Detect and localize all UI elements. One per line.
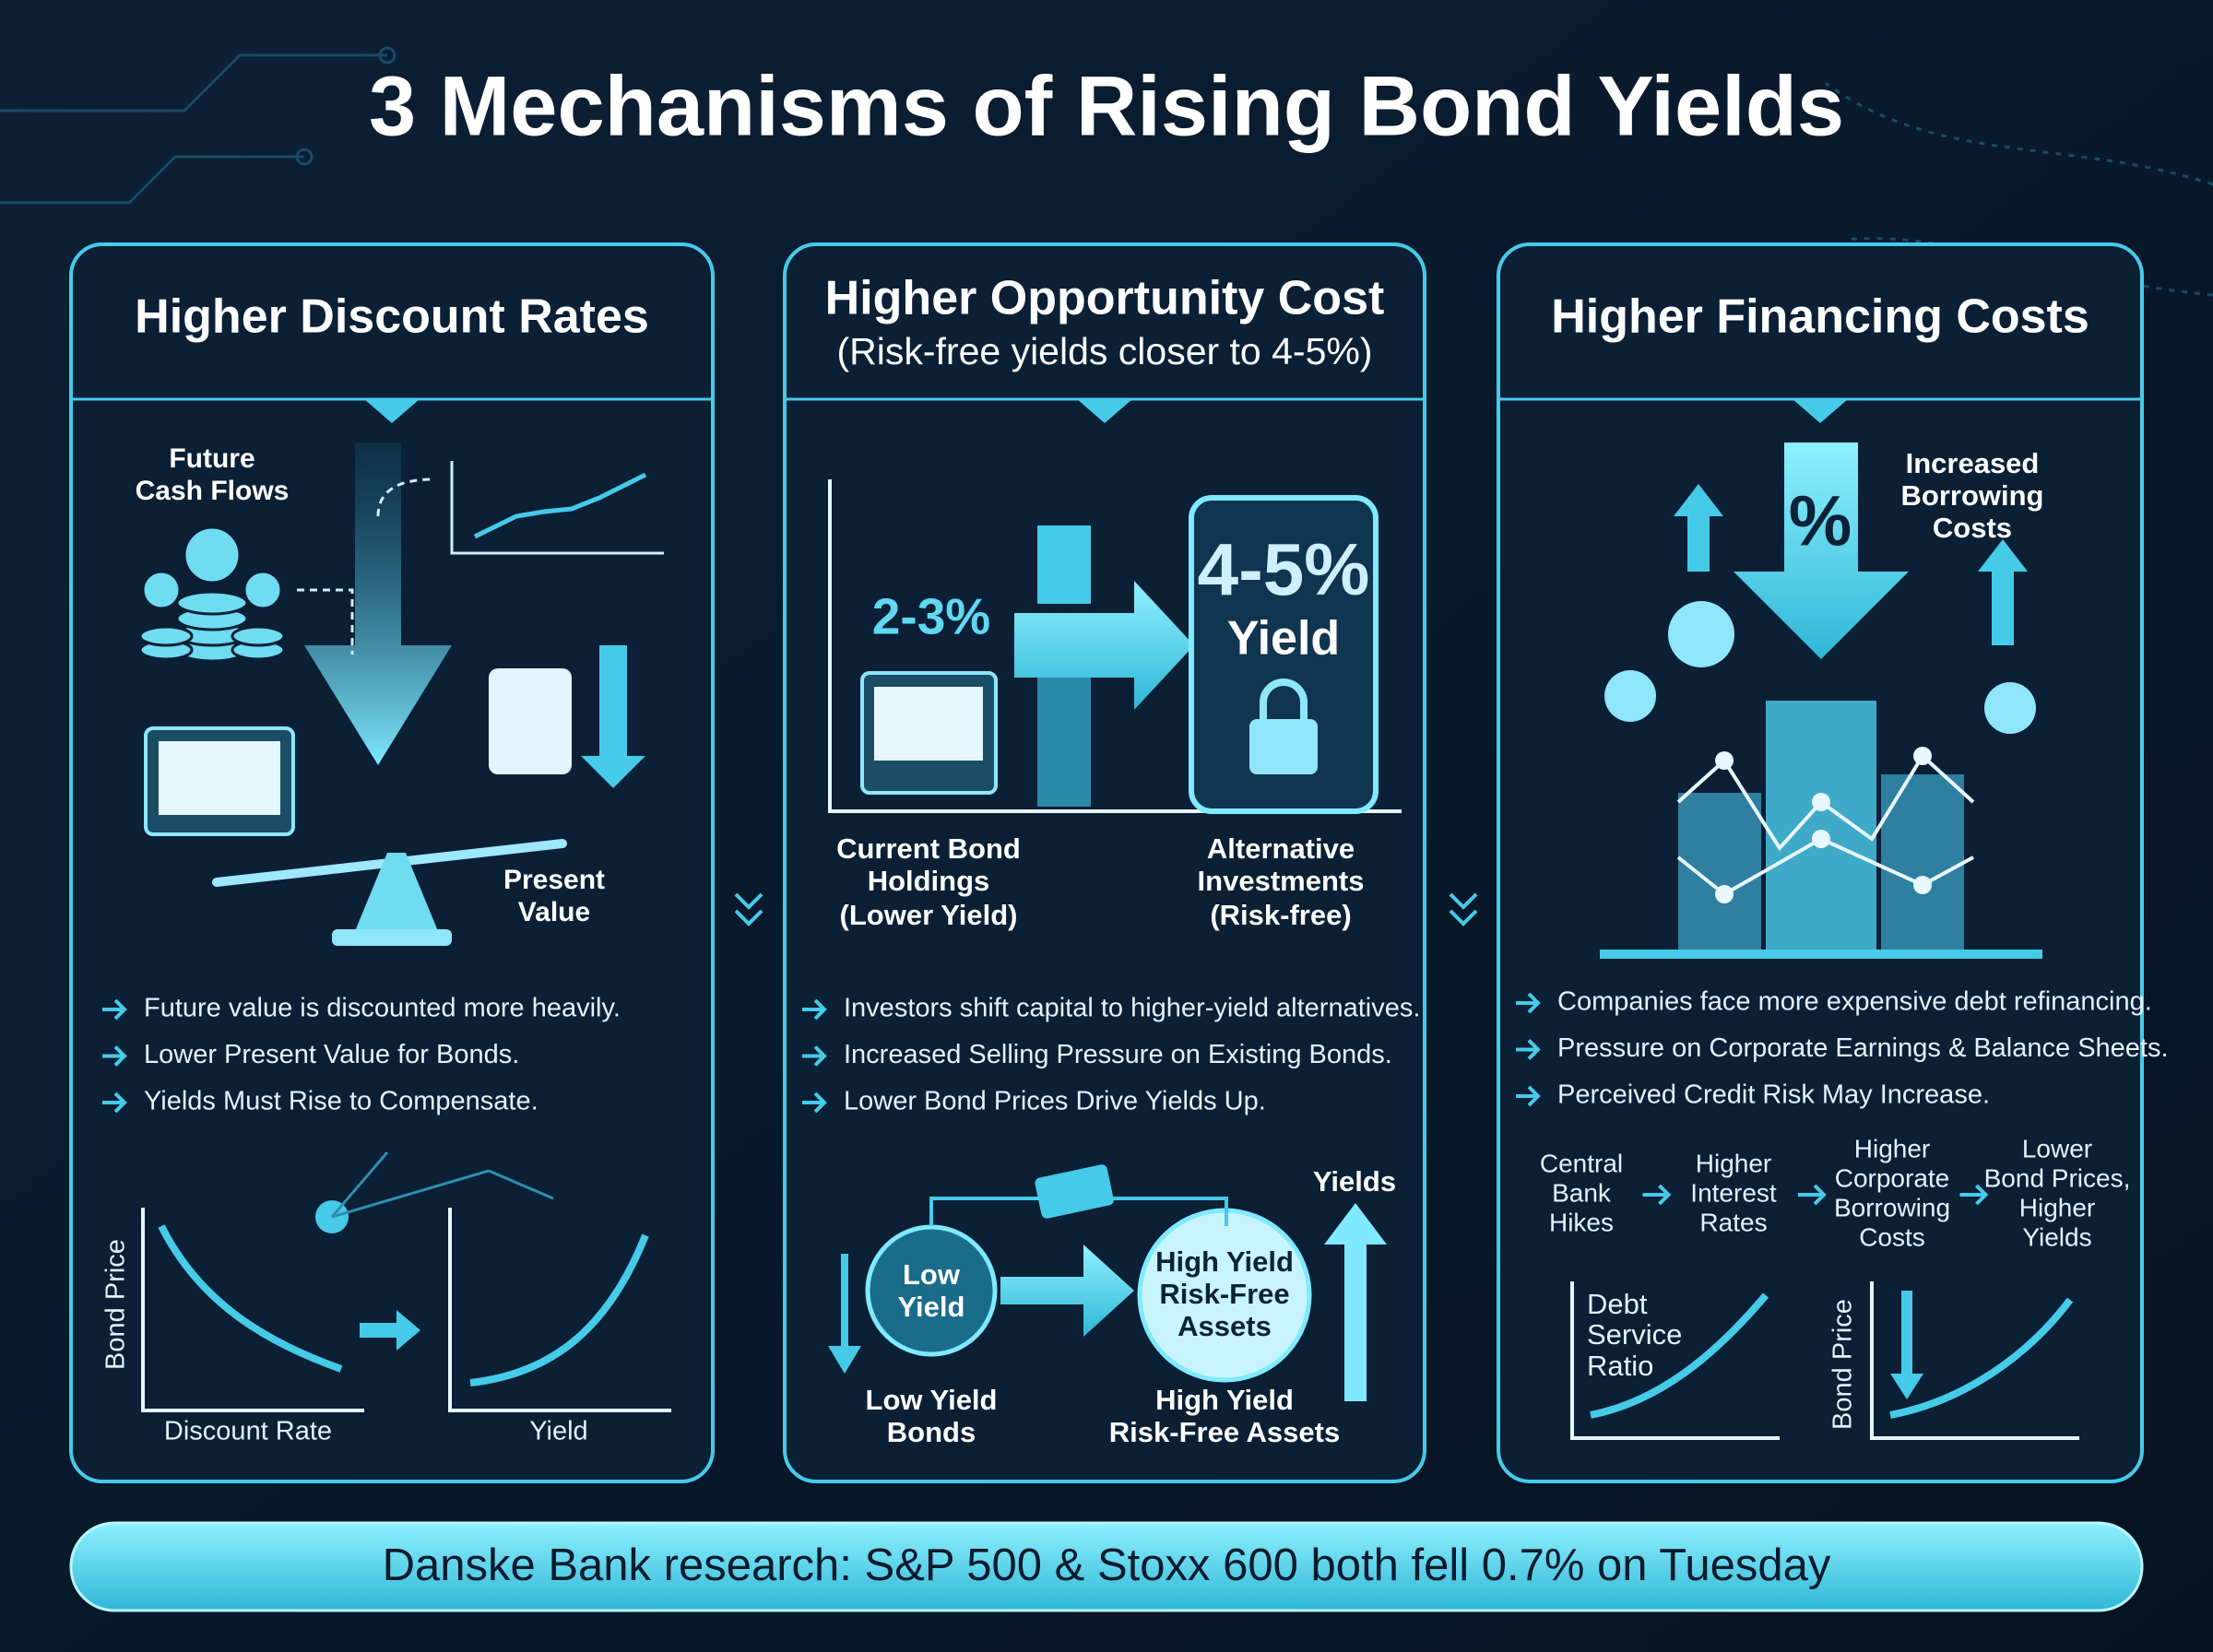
opportunity-illustration bbox=[828, 479, 1402, 1401]
axis-label: Yield bbox=[529, 1417, 587, 1446]
footer-text: Danske Bank research: S&P 500 & Stoxx 60… bbox=[383, 1540, 1831, 1590]
percent-symbol: % bbox=[1789, 481, 1852, 560]
column-label: Holdings bbox=[868, 865, 990, 897]
chart-label: Service bbox=[1587, 1318, 1682, 1351]
flow-caption: High Yield bbox=[1155, 1384, 1294, 1416]
flow-caption: Bonds bbox=[887, 1416, 976, 1448]
step-label: Corporate bbox=[1835, 1163, 1950, 1192]
footer-bar bbox=[69, 1521, 2144, 1612]
chart-label: Ratio bbox=[1587, 1350, 1653, 1382]
flow-caption: Low Yield bbox=[866, 1384, 998, 1416]
axis-label: Bond Price bbox=[1828, 1299, 1858, 1430]
panel-subheading: (Risk-free yields closer to 4-5%) bbox=[837, 330, 1373, 372]
step-label: Bond Prices, bbox=[1984, 1163, 2131, 1192]
panel-heading: Higher Financing Costs bbox=[1551, 290, 2089, 344]
illustration-label: Increased bbox=[1906, 447, 2040, 479]
bullet: Future value is discounted more heavily. bbox=[144, 994, 621, 1023]
circuit-decoration bbox=[0, 46, 2213, 297]
illustration-label: Present bbox=[503, 865, 605, 895]
bullet-arrow bbox=[1516, 1085, 1541, 1107]
step-label: Central bbox=[1540, 1149, 1623, 1177]
circle-label: Low bbox=[903, 1258, 961, 1291]
step-label: Interest bbox=[1690, 1178, 1777, 1207]
illustration-label: Future bbox=[169, 443, 254, 474]
panel-heading: Higher Opportunity Cost bbox=[825, 272, 1385, 325]
step-label: Costs bbox=[1859, 1222, 1925, 1251]
bullet: Lower Present Value for Bonds. bbox=[144, 1040, 519, 1069]
column-label: Investments bbox=[1198, 865, 1365, 897]
flow-caption: Risk-Free Assets bbox=[1109, 1416, 1340, 1448]
column-label: (Lower Yield) bbox=[840, 899, 1018, 931]
step-label: Yields bbox=[2022, 1222, 2091, 1251]
step-label: Higher bbox=[1696, 1149, 1771, 1177]
column-label: Alternative bbox=[1207, 832, 1355, 865]
arrow-label: Yields bbox=[1313, 1165, 1396, 1198]
step-arrow bbox=[1642, 1184, 1672, 1206]
illustration-label: Costs bbox=[1933, 512, 2012, 544]
divider-notches bbox=[364, 399, 1848, 423]
bullet-arrow bbox=[1516, 1039, 1541, 1060]
rate-label: 2-3% bbox=[872, 588, 990, 645]
bullet: Perceived Credit Risk May Increase. bbox=[1557, 1080, 1990, 1110]
bullet-arrow bbox=[102, 1092, 127, 1114]
bullet-arrow bbox=[1516, 992, 1541, 1014]
chart-label: Debt bbox=[1587, 1288, 1648, 1320]
circle-label: Yield bbox=[898, 1291, 965, 1323]
axis-label: Bond Price bbox=[101, 1239, 131, 1370]
step-label: Higher bbox=[1854, 1134, 1930, 1162]
panel-chevrons bbox=[734, 892, 1478, 926]
axis-label: Discount Rate bbox=[164, 1417, 332, 1446]
step-arrow bbox=[1798, 1184, 1827, 1206]
rate-label: 4-5% bbox=[1198, 528, 1370, 610]
circle-label: High Yield bbox=[1155, 1245, 1294, 1278]
column-label: Current Bond bbox=[836, 832, 1021, 865]
title: 3 Mechanisms of Rising Bond Yields bbox=[369, 59, 1844, 153]
bullet: Lower Bond Prices Drive Yields Up. bbox=[844, 1087, 1266, 1116]
illustration-label: Cash Flows bbox=[136, 476, 290, 506]
bullet-arrow bbox=[802, 1092, 827, 1114]
step-label: Rates bbox=[1699, 1208, 1767, 1236]
bullet: Pressure on Corporate Earnings & Balance… bbox=[1557, 1033, 2169, 1063]
bullet: Yields Must Rise to Compensate. bbox=[144, 1087, 538, 1116]
step-label: Lower bbox=[2022, 1134, 2092, 1162]
step-label: Higher bbox=[2019, 1193, 2095, 1221]
bullet: Companies face more expensive debt refin… bbox=[1557, 987, 2152, 1017]
rate-label: Yield bbox=[1227, 612, 1340, 666]
bullet-arrow bbox=[102, 1045, 127, 1067]
panel-heading: Higher Discount Rates bbox=[135, 290, 649, 344]
step-label: Hikes bbox=[1549, 1208, 1614, 1236]
discount-illustration bbox=[138, 442, 671, 1412]
bullet-arrow bbox=[802, 998, 827, 1021]
bullet: Increased Selling Pressure on Existing B… bbox=[844, 1040, 1392, 1069]
financing-illustration bbox=[1570, 442, 2079, 1440]
step-label: Borrowing bbox=[1834, 1193, 1950, 1221]
illustration-label: Borrowing bbox=[1901, 479, 2044, 512]
column-label: (Risk-free) bbox=[1210, 899, 1351, 931]
bullet-arrow bbox=[802, 1045, 827, 1067]
step-arrow bbox=[1959, 1184, 1989, 1206]
circle-label: Risk-Free bbox=[1159, 1278, 1289, 1310]
bullet-arrow bbox=[102, 998, 127, 1021]
circle-label: Assets bbox=[1178, 1310, 1272, 1342]
illustration-label: Value bbox=[518, 897, 590, 927]
bullet: Investors shift capital to higher-yield … bbox=[844, 994, 1420, 1023]
step-label: Bank bbox=[1552, 1178, 1612, 1207]
